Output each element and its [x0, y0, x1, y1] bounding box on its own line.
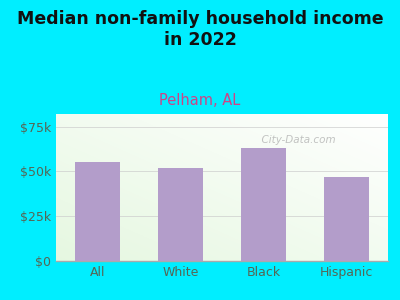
- Text: Pelham, AL: Pelham, AL: [159, 93, 241, 108]
- Bar: [324, 177, 369, 261]
- Bar: [158, 168, 203, 261]
- Bar: [241, 148, 286, 261]
- Text: City-Data.com: City-Data.com: [255, 136, 335, 146]
- Bar: [75, 162, 120, 261]
- Text: Median non-family household income
in 2022: Median non-family household income in 20…: [17, 11, 383, 49]
